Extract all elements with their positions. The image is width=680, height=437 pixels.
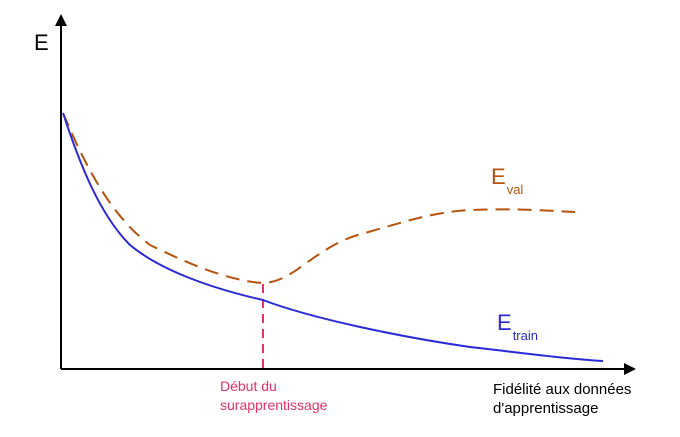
training-error-curve (62, 112, 604, 362)
x-axis-arrowhead (624, 363, 636, 375)
training-error-label-main: E (497, 310, 512, 335)
x-axis-label: Fidélité aux données d'apprentissage (493, 380, 631, 418)
training-error-label-sub: train (512, 328, 538, 343)
overfitting-onset-line2: surapprentissage (220, 397, 328, 413)
x-axis-label-line2: d'apprentissage (493, 400, 599, 417)
y-axis-arrowhead (55, 14, 67, 26)
x-axis-label-line1: Fidélité aux données (493, 381, 632, 398)
validation-error-label-main: E (491, 164, 506, 189)
validation-error-label: Eval (491, 164, 523, 197)
validation-error-label-sub: val (506, 182, 524, 197)
y-axis-label: E (34, 30, 49, 55)
overfitting-onset-line1: Début du (220, 378, 277, 394)
validation-error-curve (62, 112, 576, 285)
training-error-label: Etrain (497, 310, 538, 343)
overfitting-onset-label: Début du surapprentissage (220, 377, 327, 415)
